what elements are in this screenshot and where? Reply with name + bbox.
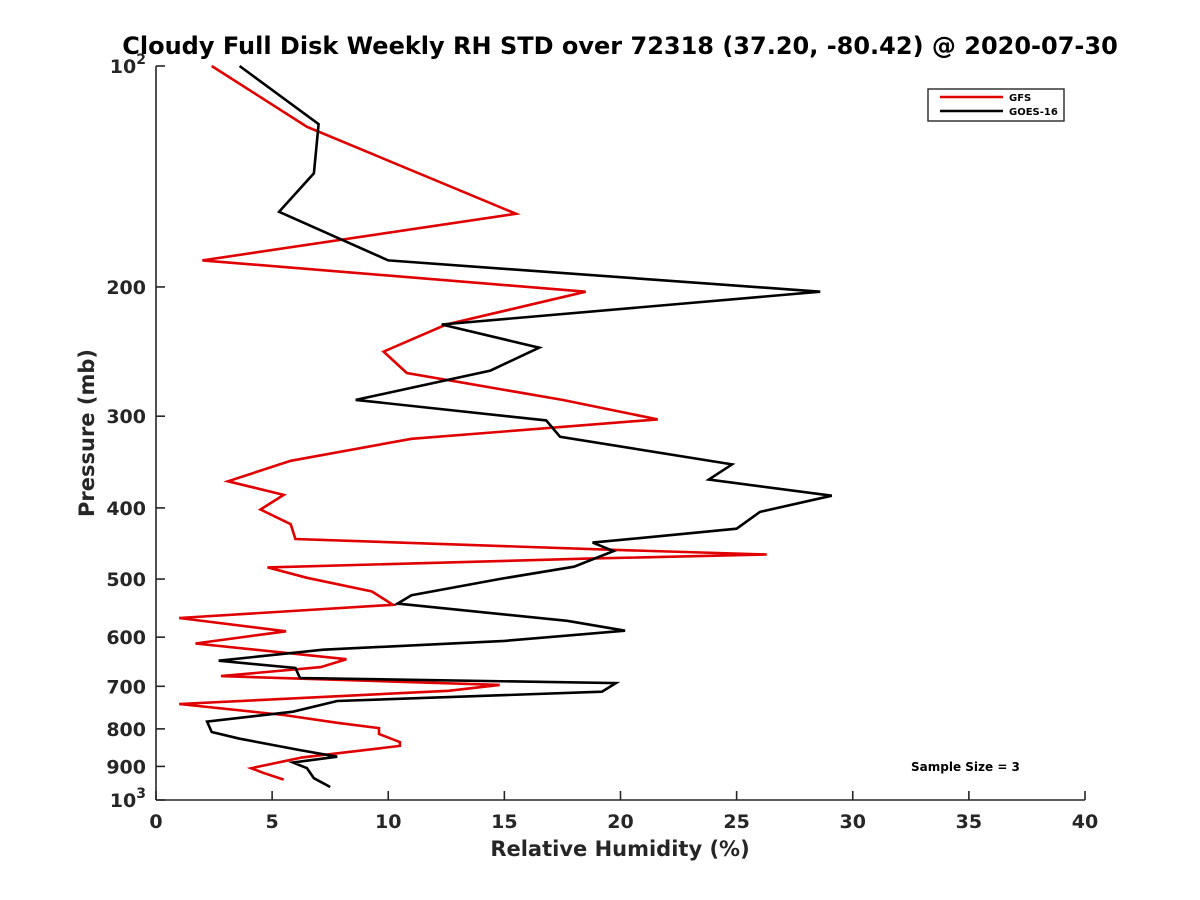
x-axis-ticks: 0 5 10 15 20 25 30 35 40: [149, 791, 1098, 833]
series-group: [179, 64, 833, 789]
y-tick-label: 103: [110, 786, 146, 812]
y-tick-label: 600: [106, 627, 146, 649]
x-tick-label: 20: [607, 811, 633, 833]
series-line-goes-16: [205, 64, 833, 789]
x-tick-label: 5: [266, 811, 279, 833]
y-tick-label: 400: [106, 498, 146, 520]
y-tick-base: 10: [110, 56, 136, 78]
series-line-gfs: [179, 64, 767, 781]
y-tick-label: 800: [106, 719, 146, 741]
y-tick-label: 500: [106, 569, 146, 591]
chart-title: Cloudy Full Disk Weekly RH STD over 7231…: [122, 32, 1118, 60]
legend-label-gfs: GFS: [1009, 93, 1031, 104]
y-tick-base: 10: [110, 790, 136, 812]
x-tick-label: 35: [956, 811, 982, 833]
y-tick-label: 300: [106, 406, 146, 428]
x-tick-label: 25: [723, 811, 749, 833]
x-tick-label: 0: [149, 811, 162, 833]
x-axis-label: Relative Humidity (%): [490, 837, 749, 861]
y-tick-label: 200: [106, 277, 146, 299]
y-tick-label: 700: [106, 676, 146, 698]
legend-box: [927, 88, 1065, 122]
x-tick-label: 15: [491, 811, 517, 833]
x-tick-label: 40: [1072, 811, 1098, 833]
sample-size-annotation: Sample Size = 3: [911, 760, 1020, 774]
legend-label-goes-16: GOES-16: [1009, 107, 1058, 118]
y-tick-exponent: 3: [136, 786, 146, 802]
y-tick-label: 102: [110, 52, 146, 78]
y-tick-label: 900: [106, 756, 146, 778]
x-tick-label: 10: [375, 811, 401, 833]
y-tick-exponent: 2: [136, 52, 146, 68]
x-tick-label: 30: [840, 811, 866, 833]
y-axis-label: Pressure (mb): [75, 349, 99, 517]
legend: GFS GOES-16: [927, 88, 1065, 122]
